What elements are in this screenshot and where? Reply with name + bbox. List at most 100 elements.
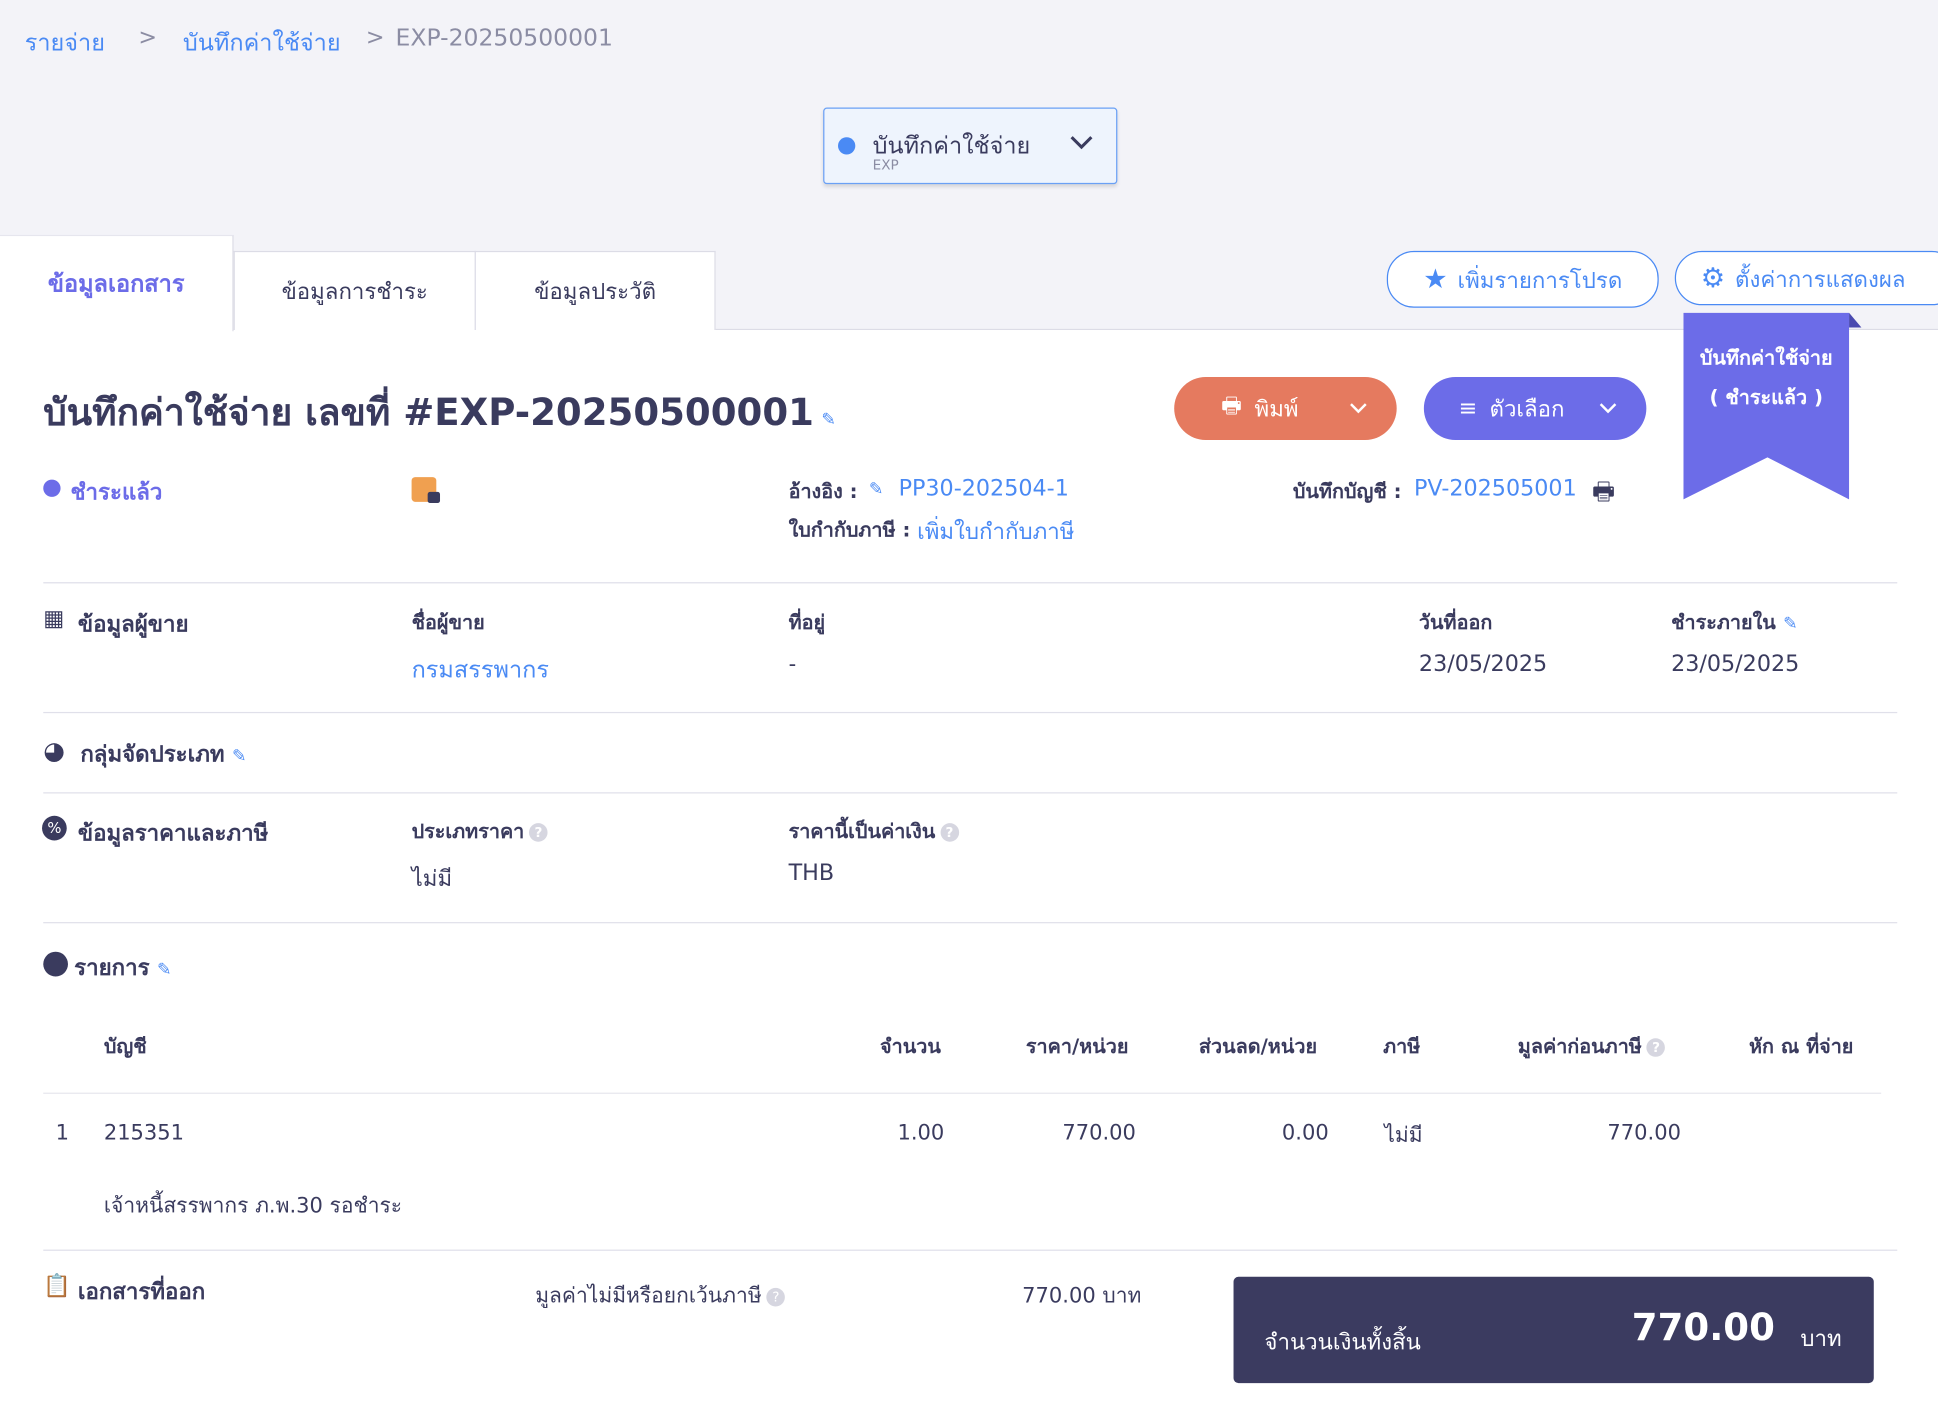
row-number: 1 (55, 1121, 70, 1146)
row-unit-price: 770.00 (1062, 1121, 1136, 1146)
tab-label: ข้อมูลประวัติ (534, 279, 657, 306)
breadcrumb-current: EXP-20250500001 (395, 24, 613, 52)
vendor-name-label: ชื่อผู้ขาย (411, 610, 485, 635)
section-title-category: กลุ่มจัดประเภท ✎ (80, 741, 247, 768)
currency-value: THB (788, 860, 835, 887)
document-panel (0, 328, 1938, 1415)
options-button[interactable]: ≡ ตัวเลือก (1423, 376, 1647, 441)
edit-pencil-icon[interactable]: ✎ (231, 746, 247, 767)
column-header-pretax: มูลค่าก่อนภาษี? (1518, 1032, 1666, 1063)
printer-icon[interactable]: 🖶 (1591, 475, 1616, 506)
journal-link[interactable]: PV-202505001 (1413, 475, 1577, 502)
row-discount: 0.00 (1281, 1121, 1329, 1146)
menu-icon: ≡ (1458, 395, 1478, 422)
currency-label: ราคานี้เป็นค่าเงิน? (789, 817, 959, 848)
row-account: 215351 (103, 1121, 185, 1146)
tab-document-info[interactable]: ข้อมูลเอกสาร (0, 234, 234, 332)
add-tax-invoice-link[interactable]: เพิ่มใบกำกับภาษี (917, 519, 1075, 546)
star-icon: ★ (1423, 263, 1448, 295)
column-header-discount: ส่วนลด/หน่วย (1198, 1034, 1318, 1059)
section-title-items: รายการ ✎ (74, 955, 172, 982)
due-date-label: ชำระภายใน ✎ (1671, 610, 1798, 635)
status-dot (838, 137, 856, 155)
grand-total-value: 770.00 (1631, 1306, 1775, 1350)
divider (43, 582, 1898, 584)
divider (43, 792, 1898, 794)
journal-label: บันทึกบัญชี : (1292, 479, 1402, 504)
exempt-value: 770.00 บาท (1022, 1284, 1142, 1309)
exempt-label: มูลค่าไม่มีหรือยกเว้นภาษี? (535, 1279, 786, 1312)
edit-pencil-icon[interactable]: ✎ (156, 960, 172, 981)
tab-label: ข้อมูลเอกสาร (47, 270, 185, 298)
status-ribbon-shape (1683, 312, 1862, 500)
divider (43, 922, 1898, 924)
items-icon (43, 951, 68, 977)
address-value: - (788, 652, 797, 678)
percent-icon: % (42, 815, 67, 841)
breadcrumb-expense-record[interactable]: บันทึกค่าใช้จ่าย (182, 29, 341, 57)
tab-payment-info[interactable]: ข้อมูลการชำระ (233, 250, 476, 331)
help-icon[interactable]: ? (1646, 1038, 1666, 1057)
button-label: พิมพ์ (1254, 396, 1299, 423)
grand-total-currency: บาท (1800, 1326, 1842, 1353)
column-header-tax: ภาษี (1383, 1034, 1421, 1059)
chevron-down-icon (1070, 136, 1093, 150)
section-title-vendor: ข้อมูลผู้ขาย (77, 611, 189, 638)
reference-link[interactable]: PP30-202504-1 (898, 475, 1069, 502)
tab-history[interactable]: ข้อมูลประวัติ (474, 250, 716, 331)
row-description: เจ้าหนี้สรรพากร ภ.พ.30 รอชำระ (103, 1193, 403, 1219)
issue-date-label: วันที่ออก (1418, 610, 1493, 635)
section-title-pricing: ข้อมูลราคาและภาษี (77, 820, 269, 847)
row-pretax: 770.00 (1607, 1121, 1681, 1146)
chevron-down-icon (1350, 403, 1367, 414)
printer-icon: 🖶 (1221, 392, 1243, 419)
tax-invoice-label: ใบกำกับภาษี : (788, 517, 911, 542)
tab-label: ข้อมูลการชำระ (281, 279, 428, 306)
clipboard-icon: 📋 (43, 1273, 71, 1300)
add-favorite-button[interactable]: ★ เพิ่มรายการโปรด (1386, 250, 1659, 308)
breadcrumb-expenses[interactable]: รายจ่าย (24, 29, 106, 57)
price-type-value: ไม่มี (411, 866, 453, 893)
document-type-select[interactable]: บันทึกค่าใช้จ่าย EXP (823, 107, 1118, 185)
divider (43, 711, 1898, 714)
help-icon[interactable]: ? (529, 823, 548, 842)
locked-document-icon (411, 477, 441, 504)
gear-icon: ⚙ (1700, 262, 1726, 294)
ribbon-status: ( ชำระแล้ว ) (1709, 385, 1824, 410)
display-settings-button[interactable]: ⚙ ตั้งค่าการแสดงผล (1674, 250, 1938, 306)
status-badge: ชำระแล้ว (70, 479, 163, 506)
ribbon-title: บันทึกค่าใช้จ่าย (1699, 346, 1833, 370)
vendor-name-link[interactable]: กรมสรรพากร (411, 656, 549, 684)
due-date-value: 23/05/2025 (1671, 651, 1800, 678)
button-label: เพิ่มรายการโปรด (1457, 267, 1623, 294)
row-quantity: 1.00 (897, 1121, 945, 1146)
document-type-label: บันทึกค่าใช้จ่าย (872, 132, 1031, 160)
divider (43, 1249, 1898, 1251)
price-type-label: ประเภทราคา? (412, 817, 548, 848)
row-tax: ไม่มี (1384, 1123, 1423, 1149)
section-title-issued-documents: เอกสารที่ออก (77, 1279, 206, 1306)
page-title: บันทึกค่าใช้จ่าย เลขที่ #EXP-20250500001… (43, 391, 836, 436)
grand-total-label: จำนวนเงินทั้งสิ้น (1264, 1329, 1421, 1356)
building-icon: ▦ (43, 605, 65, 632)
column-header-unit-price: ราคา/หน่วย (1025, 1034, 1129, 1059)
breadcrumb-separator: > (365, 24, 385, 51)
help-icon[interactable]: ? (940, 823, 959, 842)
divider (43, 1092, 1882, 1094)
status-dot (43, 479, 61, 497)
edit-pencil-icon[interactable]: ✎ (868, 479, 884, 500)
button-label: ตัวเลือก (1489, 396, 1565, 423)
edit-pencil-icon[interactable]: ✎ (821, 410, 836, 431)
chevron-down-icon (1599, 403, 1617, 414)
breadcrumb-separator: > (138, 24, 158, 51)
column-header-quantity: จำนวน (880, 1034, 941, 1059)
column-header-withholding: หัก ณ ที่จ่าย (1748, 1034, 1854, 1059)
button-label: ตั้งค่าการแสดงผล (1735, 266, 1906, 293)
reference-label: อ้างอิง : (788, 479, 858, 504)
edit-pencil-icon[interactable]: ✎ (1783, 614, 1798, 635)
print-button[interactable]: 🖶 พิมพ์ (1174, 376, 1397, 441)
pie-chart-icon: ◕ (43, 735, 65, 766)
address-label: ที่อยู่ (788, 610, 826, 635)
help-icon[interactable]: ? (766, 1287, 786, 1306)
grand-total-box: จำนวนเงินทั้งสิ้น 770.00 บาท (1233, 1276, 1874, 1384)
